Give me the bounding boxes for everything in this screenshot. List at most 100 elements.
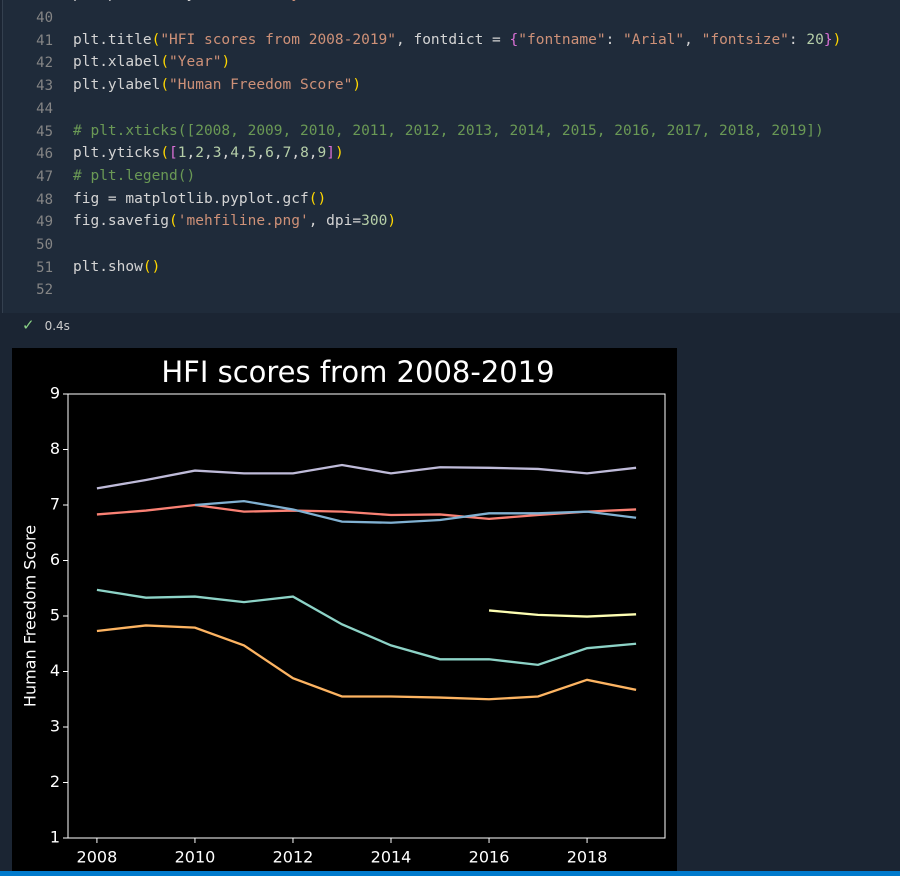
code-line: fig.savefig('mehfiline.png', dpi=300) <box>73 213 396 229</box>
code-token: ( <box>160 77 170 94</box>
x-tick-label: 2016 <box>469 848 510 867</box>
code-token: 5 <box>195 0 204 2</box>
code-token: ) <box>335 145 344 162</box>
code-token: plt.ylabel <box>73 77 161 94</box>
code-token: ( <box>308 190 318 207</box>
data-line <box>96 624 637 701</box>
code-token: ( <box>151 31 161 48</box>
code-token: plt.show <box>73 258 143 275</box>
code-line: fig = matplotlib.pyplot.gcf() <box>73 191 326 207</box>
y-tick-label: 7 <box>50 495 60 514</box>
code-token: "fontname" <box>518 31 606 48</box>
code-token: , <box>256 145 266 162</box>
code-token: ( <box>142 258 152 275</box>
chart-title: HFI scores from 2008-2019 <box>161 355 554 389</box>
code-token: ) <box>387 213 397 230</box>
line-number: 46 <box>36 146 53 163</box>
code-token: [ <box>169 145 178 162</box>
code-token: 6 <box>265 145 274 162</box>
code-token: plt.plot <box>73 0 143 2</box>
code-token: fig.savefig <box>73 213 170 230</box>
code-token: "Human Freedom Score" <box>169 77 353 94</box>
code-token: , y <box>169 0 195 2</box>
chart: HFI scores from 2008-2019 Human Freedom … <box>12 348 677 876</box>
line-number: 43 <box>36 78 53 95</box>
code-token: 1 <box>177 145 187 162</box>
line-number: 51 <box>36 259 53 276</box>
code-line: # plt.xticks([2008, 2009, 2010, 2011, 20… <box>73 123 824 139</box>
line-number: 52 <box>36 282 53 299</box>
code-token: , <box>238 145 248 162</box>
code-token: , <box>221 145 231 162</box>
code-token: , dpi= <box>308 213 362 230</box>
code-token: , <box>273 145 283 162</box>
code-line: plt.title("HFI scores from 2008-2019", f… <box>73 32 841 48</box>
run-time: 0.4s <box>44 319 70 333</box>
code-token: 'mehfiline.png' <box>177 213 309 230</box>
y-tick-label: 8 <box>50 439 60 458</box>
code-token: } <box>823 31 833 48</box>
chart-background <box>12 348 677 876</box>
line-number: 41 <box>36 32 53 49</box>
code-token: plt.yticks <box>73 145 161 162</box>
code-token: ( <box>160 145 170 162</box>
status-bar <box>0 871 900 876</box>
code-line: plt.show() <box>73 259 160 275</box>
code-token: ) <box>151 258 161 275</box>
code-token: ) <box>335 0 344 2</box>
code-token: 300 <box>361 213 388 230</box>
x-tick-label: 2014 <box>371 848 412 867</box>
y-tick-label: 6 <box>50 550 60 569</box>
code-token: , fontdict = <box>396 31 510 48</box>
code-token: ( <box>160 54 170 71</box>
code-token: "Arial" <box>623 31 685 48</box>
code-token: { <box>509 31 519 48</box>
code-token: , <box>308 145 318 162</box>
code-token: 5 <box>160 0 169 2</box>
y-axis-label: Human Freedom Score <box>21 525 40 707</box>
y-tick-label: 3 <box>50 717 60 736</box>
code-token: : <box>788 31 807 48</box>
code-token: 7 <box>282 145 292 162</box>
code-token: plt.title <box>73 31 152 48</box>
cell-status: ✓ 0.4s <box>22 316 70 334</box>
y-tick-label: 4 <box>50 661 60 680</box>
check-icon: ✓ <box>22 316 35 334</box>
code-token: , <box>684 31 702 48</box>
code-token: , label= <box>204 0 274 2</box>
code-token: ] <box>326 145 335 162</box>
code-token: 'Syria' <box>274 0 335 2</box>
code-cell[interactable]: 39plt.plot(x5, y5, label='Syria')4041plt… <box>2 0 900 313</box>
code-token: , <box>291 145 301 162</box>
code-token: , <box>203 145 213 162</box>
code-token: : <box>605 31 624 48</box>
code-line: plt.yticks([1,2,3,4,5,6,7,8,9]) <box>73 145 344 161</box>
line-number: 42 <box>36 55 53 72</box>
line-number: 50 <box>36 237 53 253</box>
line-number: 39 <box>3 0 53 3</box>
code-token: plt.xlabel <box>73 54 161 71</box>
line-number: 44 <box>36 100 53 117</box>
y-tick-label: 9 <box>50 384 60 403</box>
code-token: 9 <box>317 145 327 162</box>
line-number: 47 <box>36 168 53 185</box>
x-tick-label: 2012 <box>273 848 314 867</box>
code-token: 3 <box>212 145 222 162</box>
code-token: 4 <box>230 145 239 162</box>
x-tick-label: 2008 <box>77 848 118 867</box>
code-line: plt.ylabel("Human Freedom Score") <box>73 77 361 93</box>
line-number: 48 <box>36 191 53 208</box>
y-tick-label: 2 <box>50 772 60 791</box>
code-token: ) <box>317 190 327 207</box>
x-tick-label: 2010 <box>175 848 216 867</box>
x-tick-label: 2018 <box>567 848 608 867</box>
code-token: ) <box>832 31 842 48</box>
data-line <box>96 588 637 667</box>
line-number: 45 <box>36 123 53 140</box>
data-line <box>96 503 637 521</box>
code-token: "Year" <box>169 54 222 71</box>
code-token: 20 <box>806 31 824 48</box>
code-token: ) <box>352 77 362 94</box>
code-token: 5 <box>247 145 257 162</box>
